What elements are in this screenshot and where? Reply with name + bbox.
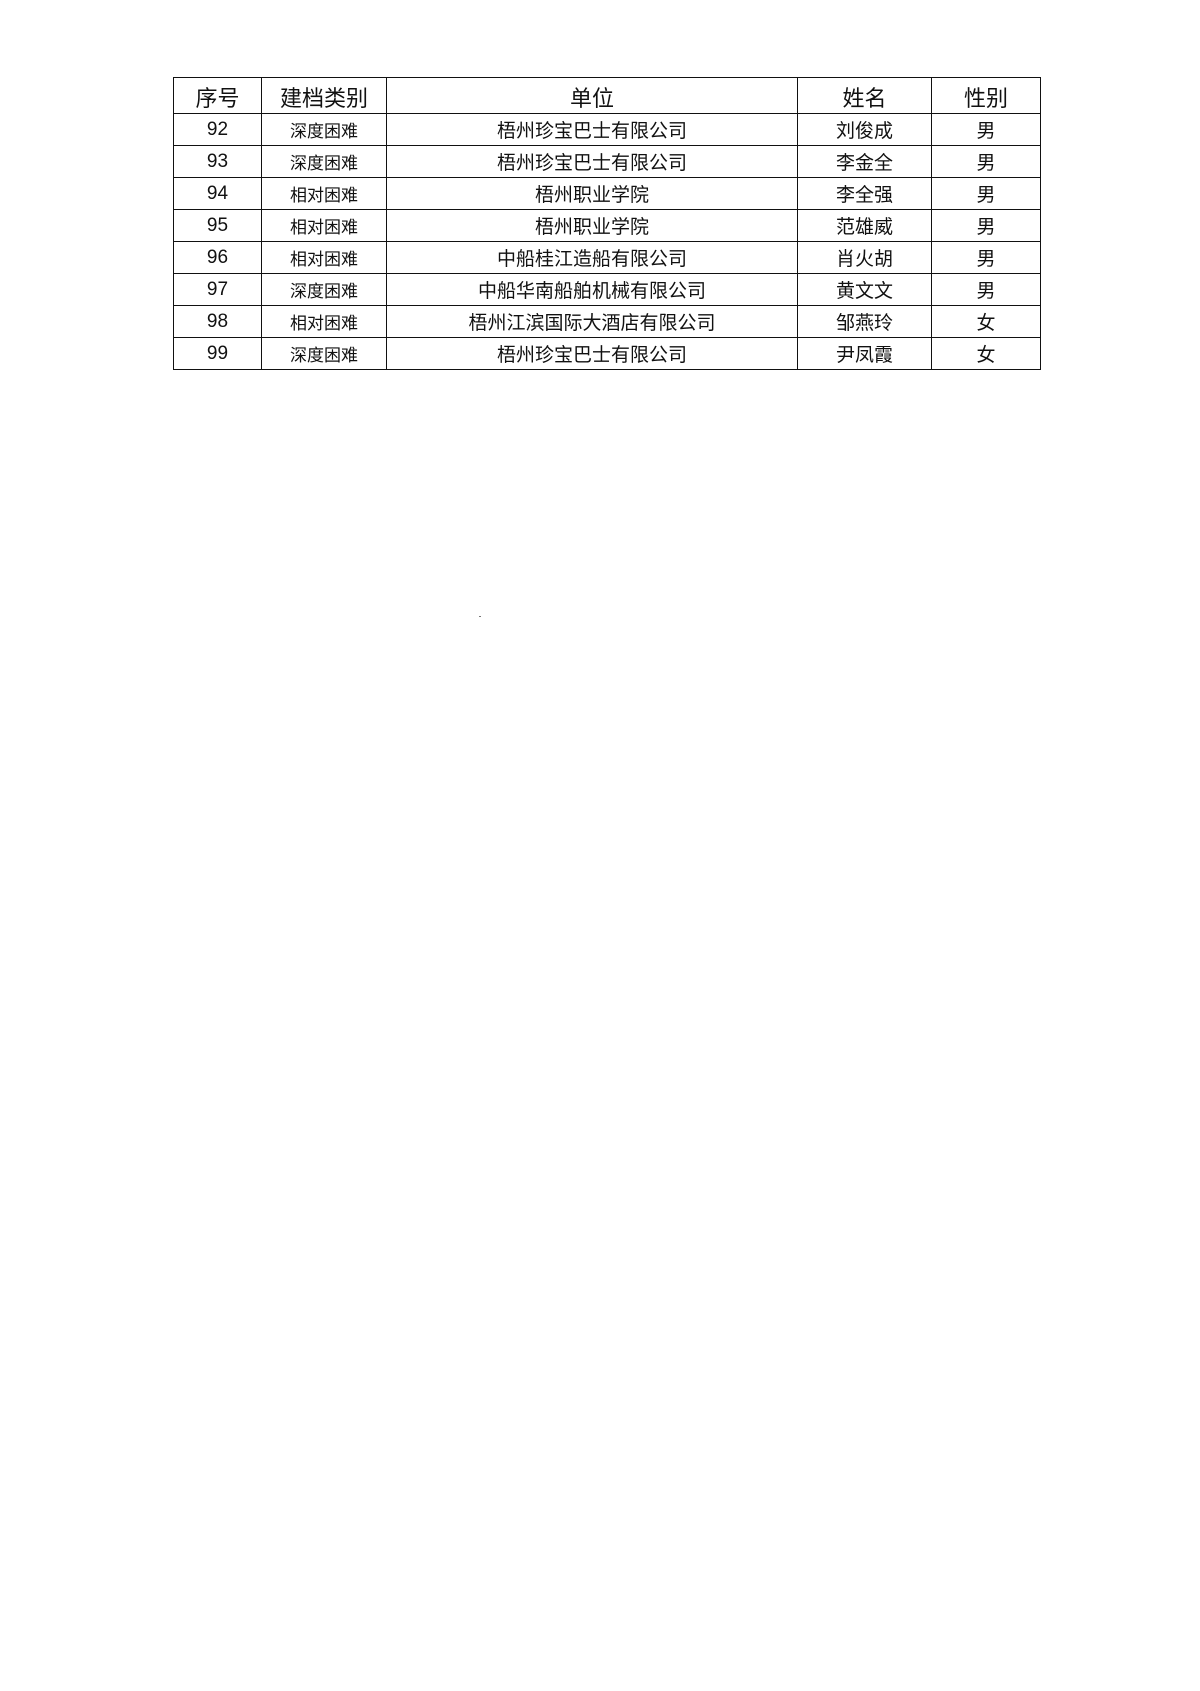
cell-category: 深度困难	[261, 273, 387, 306]
cell-gender: 男	[931, 113, 1041, 146]
cell-unit: 梧州珍宝巴士有限公司	[386, 337, 798, 370]
cell-index: 96	[173, 241, 262, 274]
scan-speck	[479, 616, 481, 617]
cell-name: 李金全	[797, 145, 932, 178]
cell-category: 相对困难	[261, 209, 387, 242]
cell-index: 99	[173, 337, 262, 370]
cell-unit: 梧州珍宝巴士有限公司	[386, 113, 798, 146]
cell-category: 相对困难	[261, 177, 387, 210]
cell-category: 深度困难	[261, 145, 387, 178]
header-gender: 性别	[931, 77, 1041, 114]
table-row: 96 相对困难 中船桂江造船有限公司 肖火胡男	[173, 241, 1041, 274]
cell-category: 深度困难	[261, 337, 387, 370]
cell-name: 范雄威	[797, 209, 932, 242]
cell-name: 刘俊成	[797, 113, 932, 146]
cell-unit: 梧州职业学院	[386, 177, 798, 210]
cell-gender: 男	[931, 209, 1041, 242]
table-row: 97 深度困难 中船华南船舶机械有限公司 黄文文男	[173, 273, 1041, 306]
header-name: 姓名	[797, 77, 932, 114]
cell-unit: 梧州江滨国际大酒店有限公司	[386, 305, 798, 338]
cell-unit: 梧州职业学院	[386, 209, 798, 242]
header-unit: 单位	[386, 77, 798, 114]
table-row: 92 深度困难 梧州珍宝巴士有限公司 刘俊成男	[173, 113, 1041, 146]
table-row: 94 相对困难 梧州职业学院 李全强男	[173, 177, 1041, 210]
cell-index: 98	[173, 305, 262, 338]
table-row: 98 相对困难 梧州江滨国际大酒店有限公司 邹燕玲女	[173, 305, 1041, 338]
cell-gender: 男	[931, 241, 1041, 274]
cell-index: 95	[173, 209, 262, 242]
cell-index: 97	[173, 273, 262, 306]
cell-name: 邹燕玲	[797, 305, 932, 338]
cell-index: 93	[173, 145, 262, 178]
cell-gender: 女	[931, 305, 1041, 338]
cell-gender: 男	[931, 145, 1041, 178]
cell-category: 深度困难	[261, 113, 387, 146]
table-row: 93 深度困难 梧州珍宝巴士有限公司 李金全男	[173, 145, 1041, 178]
cell-unit: 中船桂江造船有限公司	[386, 241, 798, 274]
cell-unit: 梧州珍宝巴士有限公司	[386, 145, 798, 178]
table-row: 99 深度困难 梧州珍宝巴士有限公司 尹凤霞女	[173, 337, 1041, 370]
cell-index: 94	[173, 177, 262, 210]
cell-unit: 中船华南船舶机械有限公司	[386, 273, 798, 306]
cell-gender: 男	[931, 273, 1041, 306]
cell-index: 92	[173, 113, 262, 146]
cell-name: 黄文文	[797, 273, 932, 306]
cell-name: 尹凤霞	[797, 337, 932, 370]
table-row: 95 相对困难 梧州职业学院 范雄威男	[173, 209, 1041, 242]
table-header-row: 序号 建档类别 单位 姓名 性别	[173, 77, 1041, 114]
cell-name: 李全强	[797, 177, 932, 210]
roster-table: 序号 建档类别 单位 姓名 性别 92 深度困难 梧州珍宝巴士有限公司 刘俊成男 93 深…	[173, 77, 1041, 370]
cell-category: 相对困难	[261, 241, 387, 274]
header-category: 建档类别	[261, 77, 387, 114]
cell-name: 肖火胡	[797, 241, 932, 274]
cell-gender: 女	[931, 337, 1041, 370]
cell-category: 相对困难	[261, 305, 387, 338]
cell-gender: 男	[931, 177, 1041, 210]
header-index: 序号	[173, 77, 262, 114]
